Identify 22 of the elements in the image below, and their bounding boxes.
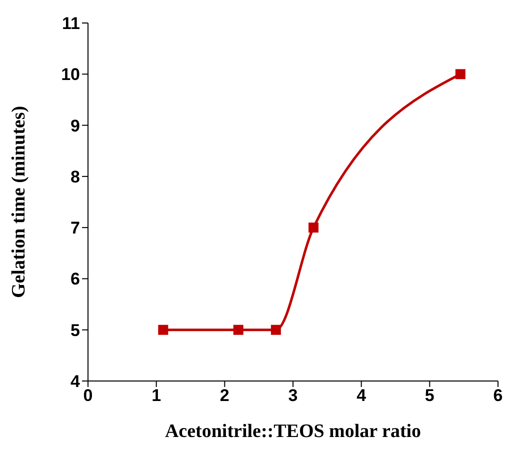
y-tick-label: 9 (70, 116, 80, 136)
x-tick-label: 3 (288, 386, 298, 406)
y-tick-label: 4 (70, 372, 81, 392)
point (270, 324, 281, 335)
x-tick-label: 0 (83, 386, 93, 406)
y-tick-label: 5 (70, 320, 80, 340)
y-axis-title: Gelation time (minutes) (8, 106, 30, 298)
x-tick-label: 2 (220, 386, 230, 406)
point (158, 324, 168, 335)
y-tick-label: 6 (70, 270, 80, 289)
y-tick-label: 10 (61, 65, 80, 84)
point (233, 324, 244, 335)
y-tick-label: 11 (62, 14, 80, 34)
x-tick-label: 5 (424, 386, 434, 406)
x-axis-title: Acetonitrile::TEOS molar ratio (164, 421, 422, 442)
x-tick-label: 6 (493, 386, 503, 406)
x-tick-label: 1 (152, 386, 162, 406)
point (455, 69, 466, 80)
x-tick-label: 4 (356, 386, 367, 406)
point (308, 222, 318, 233)
y-tick-label: 7 (70, 218, 80, 238)
y-tick-label: 8 (70, 167, 80, 186)
